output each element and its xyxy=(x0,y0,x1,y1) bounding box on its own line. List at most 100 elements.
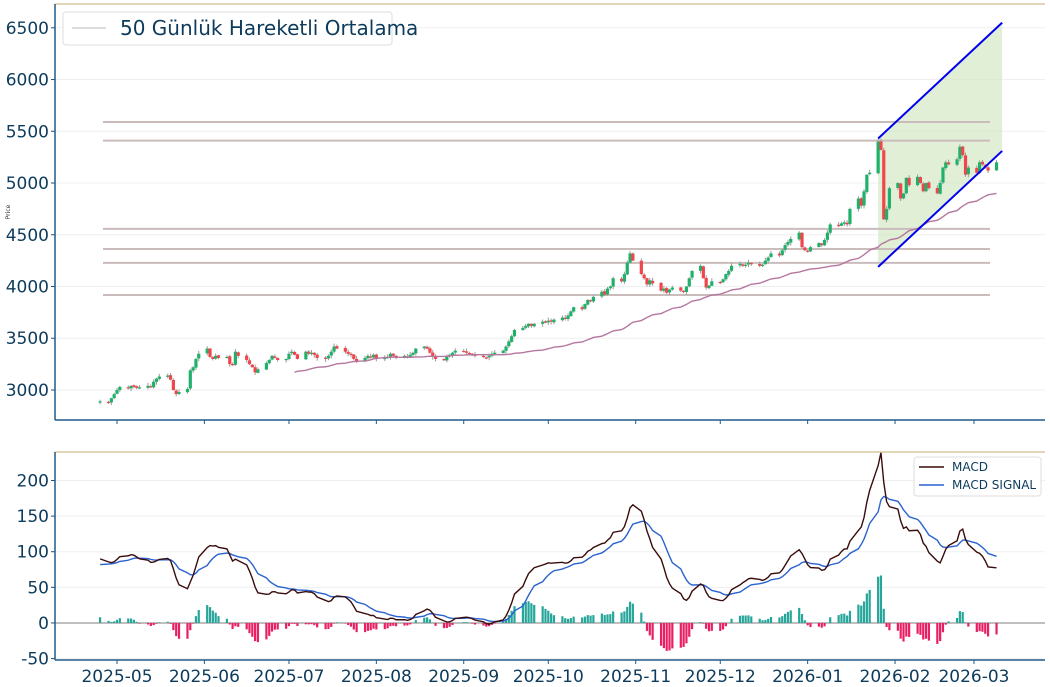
candle-body xyxy=(981,162,984,165)
legend-label-ma: 50 Günlük Hareketli Ortalama xyxy=(120,16,418,40)
candle-body xyxy=(550,320,553,321)
candle xyxy=(620,277,623,283)
histogram-bar xyxy=(409,623,411,624)
histogram-bar xyxy=(392,623,394,626)
candle-body xyxy=(287,354,290,359)
histogram-bar xyxy=(764,620,766,623)
candle-body xyxy=(905,178,908,193)
candle xyxy=(152,379,155,388)
x-tick-label: 2025-08 xyxy=(341,667,412,683)
histogram-bar xyxy=(426,617,428,623)
candle xyxy=(189,369,192,390)
histogram-bar xyxy=(699,622,701,623)
candle-body xyxy=(115,390,118,394)
candle-body xyxy=(285,359,288,360)
histogram-bar xyxy=(660,623,662,646)
histogram-bar xyxy=(389,623,391,626)
histogram-bar xyxy=(936,623,938,644)
histogram-bar xyxy=(257,623,259,642)
histogram-bar xyxy=(172,623,174,630)
candle-body xyxy=(462,351,465,352)
candle-body xyxy=(767,258,770,261)
histogram-bar xyxy=(843,614,845,623)
candle-body xyxy=(707,285,710,288)
histogram-bar xyxy=(905,623,907,637)
y-tick-label: 6500 xyxy=(6,19,49,39)
candle xyxy=(727,269,730,277)
candle-body xyxy=(817,243,820,247)
candle-body xyxy=(349,354,352,355)
histogram-bar xyxy=(429,619,431,623)
x-tick-label: 2025-12 xyxy=(685,667,756,683)
candle xyxy=(651,278,654,286)
histogram-bar xyxy=(922,623,924,640)
histogram-bar xyxy=(688,623,690,637)
histogram-bar xyxy=(866,593,868,623)
candle xyxy=(778,251,781,257)
candle xyxy=(98,400,101,405)
histogram-bar xyxy=(804,620,806,623)
candle xyxy=(442,358,445,361)
candle xyxy=(685,286,688,295)
candle xyxy=(862,189,865,208)
candle-body xyxy=(152,382,155,388)
candle xyxy=(564,315,567,321)
histogram-bar xyxy=(356,623,358,632)
candle-body xyxy=(118,387,121,390)
y-tick-label: 150 xyxy=(17,507,49,527)
x-tick-label: 2026-01 xyxy=(772,667,843,683)
candle-body xyxy=(902,193,905,198)
histogram-bar xyxy=(288,623,290,626)
candle-body xyxy=(172,380,175,390)
candle-body xyxy=(533,324,536,327)
candle-body xyxy=(944,162,947,168)
candle xyxy=(434,354,437,361)
histogram-bar xyxy=(632,604,634,623)
histogram-bar xyxy=(928,623,930,641)
histogram-bar xyxy=(353,623,355,630)
candle xyxy=(327,354,330,360)
histogram-bar xyxy=(175,623,177,636)
candle-body xyxy=(761,265,764,266)
candle xyxy=(411,352,414,357)
candle xyxy=(820,243,823,247)
histogram-bar xyxy=(153,623,155,625)
candle-body xyxy=(662,289,665,291)
candle-body xyxy=(442,359,445,360)
candle-body xyxy=(149,386,152,387)
candle-body xyxy=(958,147,961,159)
histogram-bar xyxy=(212,611,214,623)
candle-body xyxy=(640,261,643,274)
candle xyxy=(225,355,228,358)
histogram-bar xyxy=(626,607,628,623)
candle xyxy=(347,349,350,356)
candle-body xyxy=(719,282,722,283)
candle xyxy=(541,320,544,327)
histogram-bar xyxy=(525,602,527,623)
candle-body xyxy=(820,243,823,245)
histogram-bar xyxy=(513,606,515,623)
histogram-bar xyxy=(987,623,989,637)
x-tick-label: 2025-05 xyxy=(81,667,152,683)
candle xyxy=(544,320,547,323)
histogram-bar xyxy=(908,623,910,637)
histogram-bar xyxy=(683,623,685,647)
y-tick-label: 0 xyxy=(38,614,49,634)
candle-body xyxy=(840,223,843,225)
candle xyxy=(592,295,595,302)
histogram-bar xyxy=(313,623,315,625)
candle xyxy=(581,305,584,311)
candle-body xyxy=(919,177,922,183)
candle-body xyxy=(488,356,491,358)
candle-body xyxy=(747,263,750,265)
y-tick-label: 5500 xyxy=(6,122,49,142)
candle-body xyxy=(155,379,158,382)
histogram-bar xyxy=(198,610,200,623)
candle xyxy=(287,351,290,360)
histogram-bar xyxy=(900,623,902,639)
candle-body xyxy=(527,324,530,327)
candle-body xyxy=(688,278,691,286)
candle xyxy=(504,345,507,354)
candle xyxy=(192,366,195,373)
histogram-bar xyxy=(542,606,544,623)
